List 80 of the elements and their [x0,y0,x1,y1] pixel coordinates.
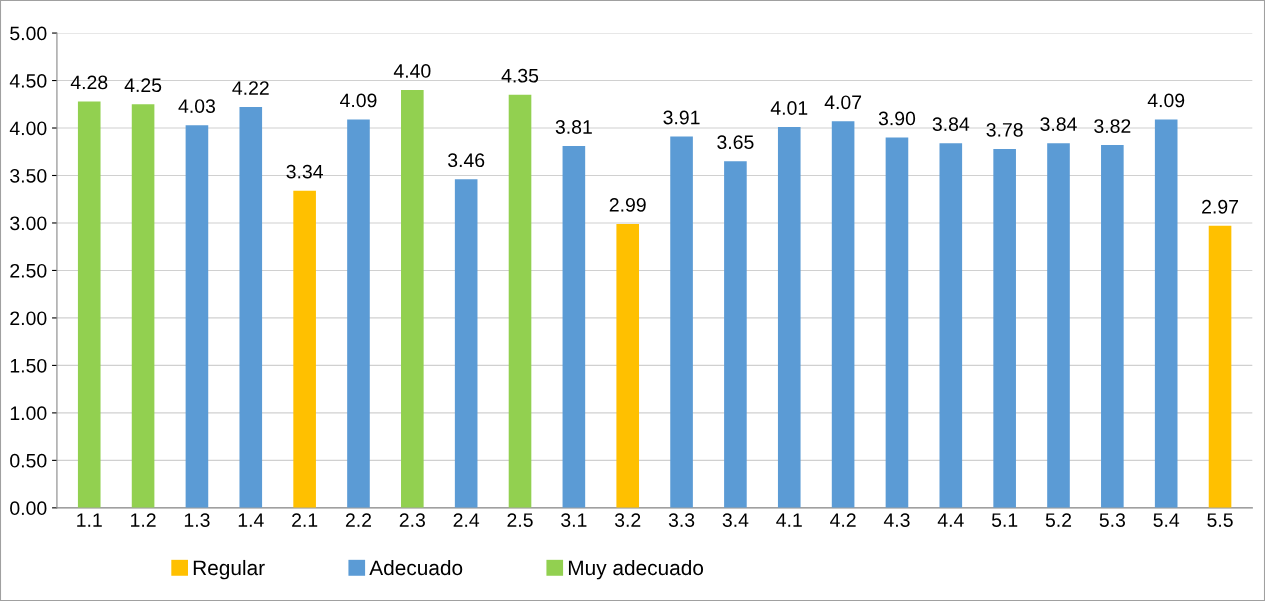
data-label: 3.65 [717,135,754,150]
bar [401,90,424,508]
data-label: 4.01 [770,101,808,115]
bar [670,136,693,508]
bar [562,146,586,508]
x-tick-label: 3.3 [668,513,695,527]
bar [1154,119,1178,508]
bar [77,101,101,508]
bar [185,125,209,508]
data-label: 4.09 [340,93,377,108]
data-label: 2.97 [1202,199,1238,214]
bar [616,223,640,508]
x-tick-label: 1.1 [77,513,102,527]
x-tick-label: 3.2 [614,513,641,527]
data-label: 4.35 [501,68,539,83]
x-tick-label: 4.4 [937,513,964,527]
data-label: 4.40 [393,64,431,78]
x-tick-label: 4.1 [776,513,802,527]
x-tick-label: 5.3 [1099,513,1126,527]
y-tick-label: 1.00 [10,406,47,421]
y-tick-label: 4.00 [9,121,47,136]
data-label: 3.78 [986,122,1023,137]
y-tick-label: 2.00 [10,311,47,326]
bar [993,148,1016,508]
data-label: 4.09 [1147,93,1185,108]
bar [831,121,855,508]
x-tick-label: 5.1 [991,513,1018,527]
x-tick-label: 2.1 [292,513,318,527]
y-tick-label: 5.00 [10,26,47,41]
y-tick-label: 0.50 [10,453,47,468]
x-tick-label: 5.2 [1045,513,1072,527]
data-label: 4.03 [178,99,215,113]
x-tick-label: 2.3 [399,513,425,527]
x-tick-label: 5.4 [1153,513,1180,527]
y-tick-label: 1.50 [10,358,47,373]
y-tick-label: 0.00 [10,501,47,516]
bar [454,179,478,508]
x-tick-label: 3.4 [722,513,749,527]
y-tick-label: 2.50 [10,263,47,278]
bar [1101,145,1124,508]
x-tick-label: 2.5 [507,513,533,527]
y-tick-label: 3.50 [10,168,47,183]
data-label: 3.82 [1094,119,1131,133]
x-tick-label: 3.1 [561,513,587,527]
data-label: 4.22 [232,81,269,95]
data-label: 3.84 [932,117,970,132]
bar [939,143,963,508]
bar [1208,225,1232,508]
x-tick-label: 1.2 [131,513,156,527]
x-tick-label: 1.3 [184,513,210,527]
data-label: 4.28 [70,75,108,90]
bar [347,119,370,508]
bar [724,161,747,508]
legend-label: Muy adecuado [568,559,704,580]
y-tick-label: 3.00 [10,216,47,231]
legend-label: Adecuado [369,559,463,576]
bar [777,127,801,508]
bar [239,107,263,508]
bar [1047,143,1070,508]
bar [131,104,155,508]
legend-label: Regular [193,559,265,580]
data-label: 3.81 [555,120,592,134]
data-label: 3.90 [878,111,916,126]
bar [885,137,909,508]
bar [293,190,316,508]
x-tick-label: 4.3 [883,513,910,527]
y-tick-label: 4.50 [9,74,47,88]
data-label: 2.99 [609,197,646,212]
data-label: 3.34 [286,164,323,179]
x-tick-label: 2.2 [345,513,372,527]
data-label: 3.91 [663,110,700,125]
data-label: 3.46 [447,153,485,168]
data-label: 4.07 [824,95,862,110]
x-tick-label: 4.2 [830,513,856,527]
x-tick-label: 5.5 [1207,513,1233,527]
x-tick-label: 2.4 [453,513,480,527]
data-label: 3.84 [1040,117,1077,132]
bar [508,94,532,508]
data-label: 4.25 [124,78,162,93]
x-tick-label: 1.4 [238,513,264,527]
